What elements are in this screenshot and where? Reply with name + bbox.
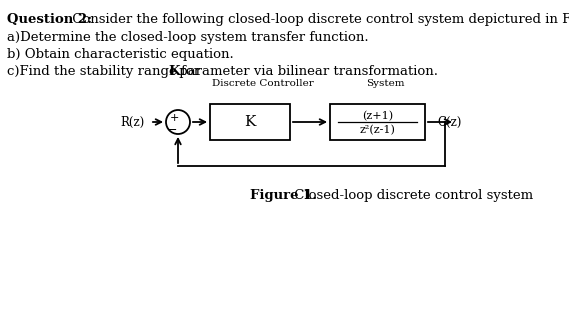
Text: C(z): C(z) xyxy=(437,115,461,129)
Text: K: K xyxy=(244,115,255,129)
Text: b) Obtain characteristic equation.: b) Obtain characteristic equation. xyxy=(7,48,234,61)
Text: −: − xyxy=(167,123,178,136)
Text: z²(z-1): z²(z-1) xyxy=(360,125,395,135)
Text: System: System xyxy=(366,79,404,88)
Text: c)Find the stability range for: c)Find the stability range for xyxy=(7,65,204,78)
Text: Figure 1.: Figure 1. xyxy=(250,189,317,202)
Text: (z+1): (z+1) xyxy=(362,111,393,121)
Text: R(z): R(z) xyxy=(120,115,145,129)
Text: K: K xyxy=(168,65,180,78)
Text: +: + xyxy=(170,113,179,123)
Bar xyxy=(330,104,425,140)
Text: a)Determine the closed-loop system transfer function.: a)Determine the closed-loop system trans… xyxy=(7,31,369,44)
Text: Discrete Controller: Discrete Controller xyxy=(212,79,314,88)
Text: Closed-loop discrete control system: Closed-loop discrete control system xyxy=(290,189,533,202)
Bar xyxy=(210,104,290,140)
Text: Question 2:: Question 2: xyxy=(7,13,92,26)
Text: Consider the following closed-loop discrete control system depictured in Figure : Consider the following closed-loop discr… xyxy=(68,13,569,26)
Text: parameter via bilinear transformation.: parameter via bilinear transformation. xyxy=(175,65,438,78)
